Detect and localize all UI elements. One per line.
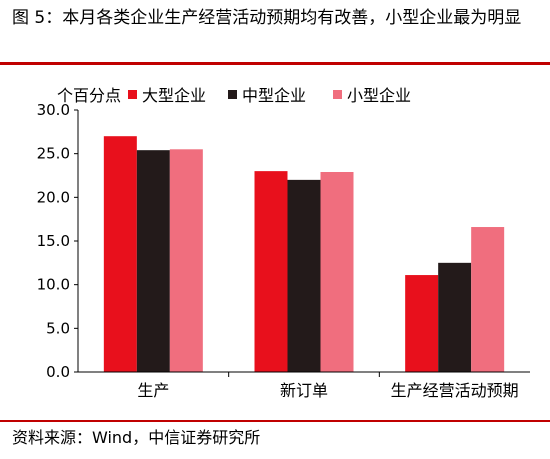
- legend-swatch: [128, 90, 137, 99]
- footer-divider: [0, 420, 550, 422]
- bar-1-2: [254, 171, 288, 372]
- bar-1-1: [103, 136, 137, 372]
- legend-label: 小型企业: [347, 86, 411, 105]
- legend-label: 中型企业: [242, 86, 306, 105]
- legend-label: 大型企业: [142, 86, 206, 105]
- legend-swatch: [333, 90, 342, 99]
- x-category-label: 新订单: [280, 381, 328, 400]
- y-tick-label: 10.0: [37, 276, 70, 294]
- y-tick-label: 0.0: [46, 363, 70, 381]
- bar-chart: 个百分点 大型企业 中型企业 小型企业 30.0 25.0 20.0 15.0 10.0 5.…: [37, 86, 530, 400]
- x-category-label: 生产: [137, 381, 169, 400]
- y-tick-label: 5.0: [46, 319, 70, 337]
- figure-title: 图 5：本月各类企业生产经营活动预期均有改善，小型企业最为明显: [12, 8, 522, 28]
- bar-2-1: [136, 150, 170, 372]
- y-tick-label: 25.0: [37, 145, 70, 163]
- bar-3-1: [169, 149, 203, 372]
- bar-1-3: [405, 275, 439, 372]
- y-axis-unit-label: 个百分点: [57, 86, 121, 105]
- bar-3-3: [471, 227, 505, 372]
- y-axis: 30.0 25.0 20.0 15.0 10.0 5.0 0.0: [37, 101, 79, 381]
- legend: 大型企业 中型企业 小型企业: [128, 86, 411, 105]
- x-axis: 生产 新订单 生产经营活动预期: [78, 371, 530, 400]
- y-tick-label: 15.0: [37, 232, 70, 250]
- bars: [103, 136, 505, 372]
- legend-swatch: [228, 90, 237, 99]
- bar-2-3: [438, 262, 472, 372]
- bar-3-2: [320, 172, 354, 372]
- title-divider: [0, 62, 550, 65]
- bar-2-2: [287, 179, 321, 372]
- y-tick-label: 30.0: [37, 101, 70, 119]
- y-tick-label: 20.0: [37, 188, 70, 206]
- source-note: 资料来源：Wind，中信证券研究所: [12, 428, 261, 447]
- x-category-label: 生产经营活动预期: [391, 381, 519, 400]
